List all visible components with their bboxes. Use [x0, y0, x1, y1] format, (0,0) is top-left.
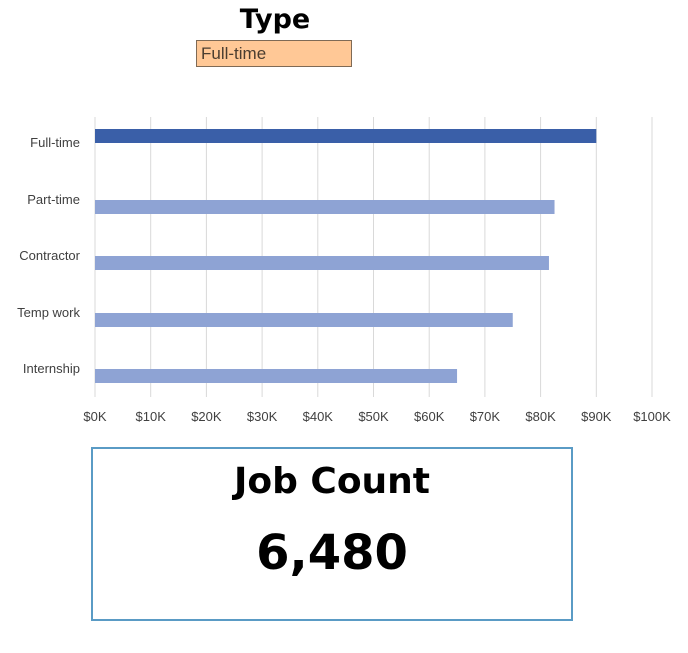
category-label: Part-time — [27, 192, 80, 207]
x-tick-label: $80K — [525, 409, 556, 424]
x-tick-label: $40K — [303, 409, 334, 424]
category-label: Temp work — [17, 305, 80, 320]
bar-part-time — [95, 200, 555, 214]
type-filter-dropdown[interactable]: Full-time — [196, 40, 352, 67]
x-tick-label: $0K — [83, 409, 106, 424]
bar-full-time — [95, 129, 597, 143]
x-tick-label: $90K — [581, 409, 612, 424]
kpi-value: 6,480 — [256, 525, 408, 581]
category-label: Contractor — [19, 248, 80, 263]
bar-internship — [95, 369, 458, 383]
kpi-label: Job Count — [233, 461, 431, 502]
filter-title: Type — [239, 4, 311, 35]
x-tick-label: $100K — [633, 409, 671, 424]
x-tick-label: $70K — [470, 409, 501, 424]
x-tick-label: $10K — [136, 409, 167, 424]
x-tick-label: $60K — [414, 409, 445, 424]
salary-bar-chart: $0K $10K $20K $30K $40K $50K $60K $70K $80K $90K $… — [17, 117, 671, 424]
bar-temp-work — [95, 313, 513, 327]
x-tick-label: $50K — [358, 409, 389, 424]
bar-contractor — [95, 256, 549, 270]
category-label: Internship — [23, 361, 80, 376]
category-label: Full-time — [30, 135, 80, 150]
x-tick-label: $30K — [247, 409, 278, 424]
x-tick-label: $20K — [191, 409, 222, 424]
job-count-card: Job Count 6,480 — [91, 447, 573, 621]
